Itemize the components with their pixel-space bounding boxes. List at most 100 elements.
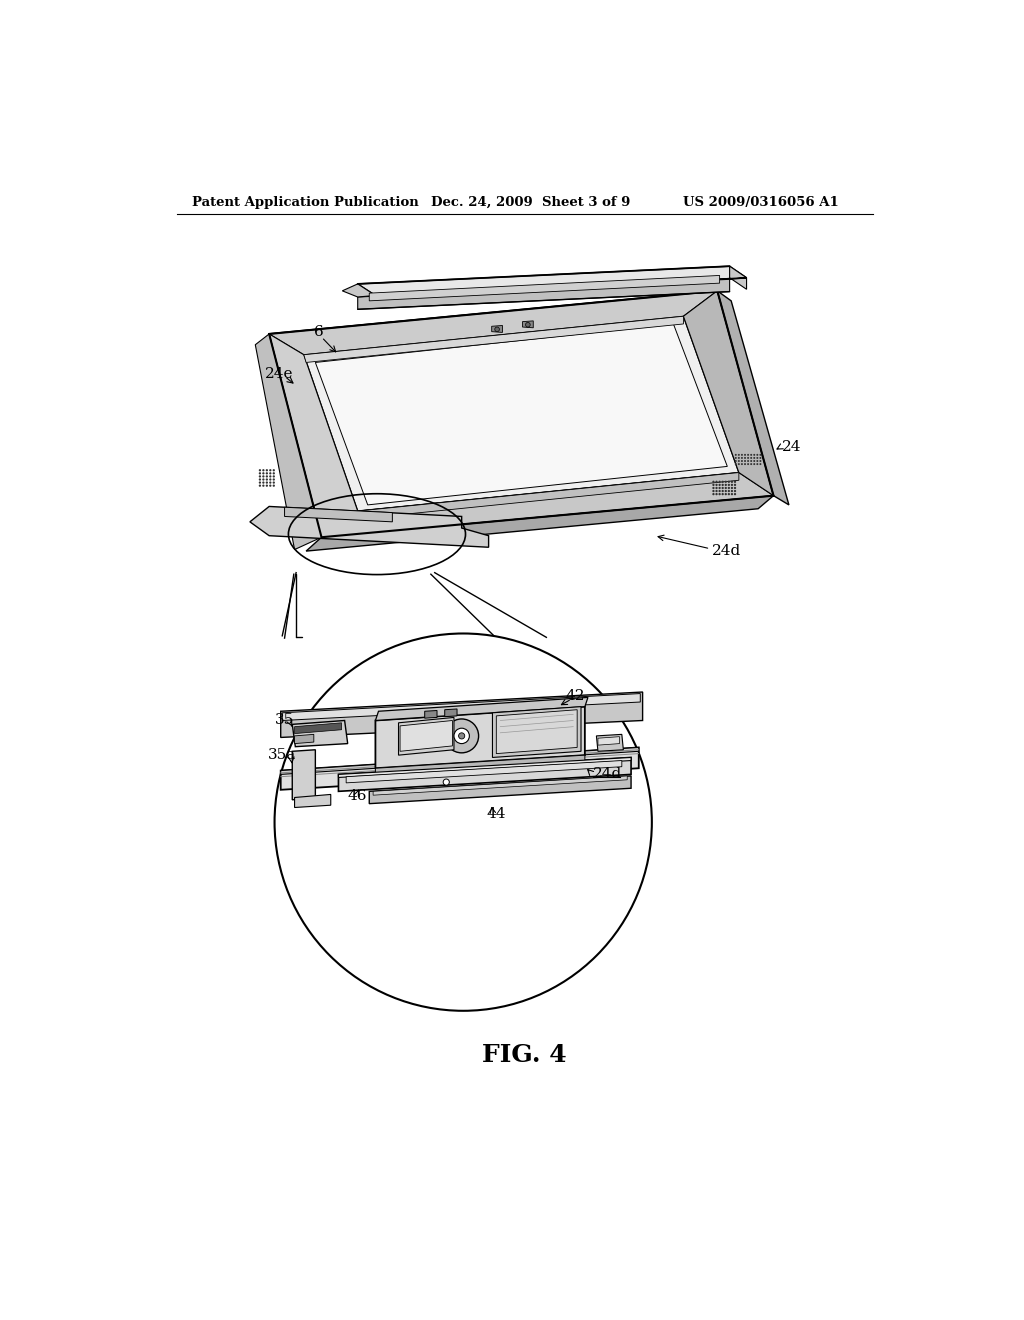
Polygon shape bbox=[683, 290, 773, 496]
Circle shape bbox=[454, 729, 469, 743]
Circle shape bbox=[444, 719, 478, 752]
Polygon shape bbox=[281, 692, 643, 738]
Polygon shape bbox=[376, 755, 585, 775]
Circle shape bbox=[716, 483, 718, 486]
Text: 35a: 35a bbox=[267, 748, 296, 762]
Circle shape bbox=[738, 463, 740, 465]
Circle shape bbox=[757, 463, 759, 465]
Circle shape bbox=[265, 482, 268, 483]
Circle shape bbox=[728, 492, 730, 495]
Polygon shape bbox=[717, 290, 788, 506]
Circle shape bbox=[734, 480, 736, 483]
Circle shape bbox=[443, 779, 450, 785]
Circle shape bbox=[265, 478, 268, 480]
Text: 24d: 24d bbox=[712, 544, 741, 558]
Polygon shape bbox=[292, 750, 315, 800]
Circle shape bbox=[731, 480, 733, 483]
Polygon shape bbox=[596, 734, 624, 751]
Circle shape bbox=[259, 469, 261, 471]
Polygon shape bbox=[269, 334, 357, 537]
Circle shape bbox=[760, 463, 762, 465]
Polygon shape bbox=[255, 334, 322, 549]
Circle shape bbox=[748, 459, 750, 462]
Circle shape bbox=[269, 482, 271, 483]
Circle shape bbox=[262, 475, 264, 478]
Circle shape bbox=[751, 457, 753, 459]
Circle shape bbox=[259, 473, 261, 474]
Polygon shape bbox=[376, 697, 588, 721]
Circle shape bbox=[748, 454, 750, 455]
Circle shape bbox=[259, 482, 261, 483]
Circle shape bbox=[713, 490, 715, 492]
Polygon shape bbox=[492, 326, 503, 333]
Circle shape bbox=[741, 459, 743, 462]
Polygon shape bbox=[322, 473, 773, 537]
Circle shape bbox=[272, 484, 274, 487]
Circle shape bbox=[731, 483, 733, 486]
Polygon shape bbox=[250, 507, 488, 548]
Circle shape bbox=[728, 487, 730, 490]
Circle shape bbox=[725, 490, 727, 492]
Circle shape bbox=[262, 473, 264, 474]
Text: 44: 44 bbox=[486, 808, 506, 821]
Circle shape bbox=[274, 634, 652, 1011]
Circle shape bbox=[716, 487, 718, 490]
Polygon shape bbox=[306, 496, 773, 552]
Circle shape bbox=[262, 478, 264, 480]
Circle shape bbox=[269, 469, 271, 471]
Circle shape bbox=[754, 457, 756, 459]
Polygon shape bbox=[295, 795, 331, 808]
Circle shape bbox=[269, 473, 271, 474]
Polygon shape bbox=[370, 776, 631, 804]
Circle shape bbox=[259, 475, 261, 478]
Circle shape bbox=[525, 322, 530, 327]
Circle shape bbox=[272, 473, 274, 474]
Circle shape bbox=[722, 483, 724, 486]
Polygon shape bbox=[357, 280, 730, 309]
Polygon shape bbox=[339, 758, 631, 777]
Text: 6: 6 bbox=[313, 325, 324, 339]
Circle shape bbox=[741, 454, 743, 455]
Polygon shape bbox=[315, 323, 727, 506]
Circle shape bbox=[459, 733, 465, 739]
Text: Dec. 24, 2009  Sheet 3 of 9: Dec. 24, 2009 Sheet 3 of 9 bbox=[431, 195, 630, 209]
Circle shape bbox=[760, 457, 762, 459]
Circle shape bbox=[760, 454, 762, 455]
Circle shape bbox=[731, 487, 733, 490]
Polygon shape bbox=[295, 723, 342, 734]
Circle shape bbox=[735, 454, 737, 455]
Circle shape bbox=[265, 484, 268, 487]
Circle shape bbox=[713, 483, 715, 486]
Circle shape bbox=[757, 459, 759, 462]
Text: US 2009/0316056 A1: US 2009/0316056 A1 bbox=[683, 195, 840, 209]
Polygon shape bbox=[283, 693, 640, 721]
Circle shape bbox=[728, 490, 730, 492]
Circle shape bbox=[731, 490, 733, 492]
Polygon shape bbox=[493, 706, 581, 758]
Circle shape bbox=[269, 475, 271, 478]
Circle shape bbox=[751, 463, 753, 465]
Polygon shape bbox=[373, 776, 628, 795]
Circle shape bbox=[738, 459, 740, 462]
Circle shape bbox=[734, 483, 736, 486]
Circle shape bbox=[748, 463, 750, 465]
Circle shape bbox=[728, 483, 730, 486]
Circle shape bbox=[725, 492, 727, 495]
Circle shape bbox=[735, 457, 737, 459]
Polygon shape bbox=[425, 710, 437, 718]
Circle shape bbox=[719, 483, 721, 486]
Polygon shape bbox=[357, 277, 746, 297]
Circle shape bbox=[265, 475, 268, 478]
Polygon shape bbox=[522, 321, 534, 327]
Polygon shape bbox=[370, 276, 720, 301]
Circle shape bbox=[754, 459, 756, 462]
Circle shape bbox=[716, 490, 718, 492]
Circle shape bbox=[719, 480, 721, 483]
Circle shape bbox=[744, 459, 746, 462]
Circle shape bbox=[713, 487, 715, 490]
Circle shape bbox=[725, 480, 727, 483]
Circle shape bbox=[757, 457, 759, 459]
Text: 24d: 24d bbox=[593, 767, 622, 781]
Polygon shape bbox=[357, 473, 739, 519]
Circle shape bbox=[757, 454, 759, 455]
